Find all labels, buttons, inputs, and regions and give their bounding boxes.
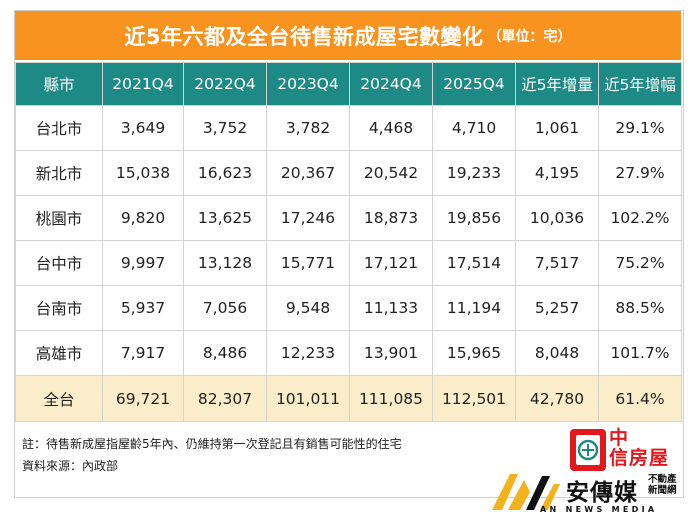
value-cell: 12,233 bbox=[266, 330, 350, 376]
value-cell: 7,517 bbox=[515, 240, 599, 286]
city-cell: 台南市 bbox=[15, 285, 103, 331]
value-cell: 15,965 bbox=[432, 330, 516, 376]
value-cell: 4,195 bbox=[515, 150, 599, 196]
total-value-cell: 42,780 bbox=[515, 375, 599, 422]
table-header-row: 縣市 2021Q4 2022Q4 2023Q4 2024Q4 2025Q4 近5… bbox=[15, 62, 682, 106]
header-cell: 近5年增量 bbox=[515, 62, 599, 106]
an-brand-name: 安傳媒 bbox=[566, 480, 638, 506]
value-cell: 9,997 bbox=[102, 240, 184, 286]
value-cell: 18,873 bbox=[349, 195, 433, 241]
header-cell: 2024Q4 bbox=[349, 62, 433, 106]
total-value-cell: 82,307 bbox=[183, 375, 267, 422]
value-cell: 88.5% bbox=[598, 285, 682, 331]
zhong-xin-logo-icon bbox=[570, 429, 606, 471]
value-cell: 3,752 bbox=[183, 105, 267, 151]
value-cell: 17,246 bbox=[266, 195, 350, 241]
value-cell: 101.7% bbox=[598, 330, 682, 376]
notes: 註：待售新成屋指屋齡5年內、仍維持第一次登記且有銷售可能性的住宅 資料來源：內政… bbox=[22, 433, 402, 477]
value-cell: 16,623 bbox=[183, 150, 267, 196]
city-cell: 高雄市 bbox=[15, 330, 103, 376]
value-cell: 19,233 bbox=[432, 150, 516, 196]
footnote: 註：待售新成屋指屋齡5年內、仍維持第一次登記且有銷售可能性的住宅 bbox=[22, 437, 402, 451]
table-row: 台南市 5,937 7,056 9,548 11,133 11,194 5,25… bbox=[15, 285, 682, 331]
value-cell: 4,710 bbox=[432, 105, 516, 151]
title: 近5年六都及全台待售新成屋宅數變化 bbox=[124, 24, 484, 49]
value-cell: 1,061 bbox=[515, 105, 599, 151]
total-value-cell: 112,501 bbox=[432, 375, 516, 422]
header-cell: 2022Q4 bbox=[183, 62, 267, 106]
total-value-cell: 69,721 bbox=[102, 375, 184, 422]
header-cell: 近5年增幅 bbox=[598, 62, 682, 106]
value-cell: 15,771 bbox=[266, 240, 350, 286]
table-row: 桃園市 9,820 13,625 17,246 18,873 19,856 10… bbox=[15, 195, 682, 241]
total-value-cell: 61.4% bbox=[598, 375, 682, 422]
city-cell: 台中市 bbox=[15, 240, 103, 286]
table-row: 台北市 3,649 3,752 3,782 4,468 4,710 1,061 … bbox=[15, 105, 682, 151]
value-cell: 11,194 bbox=[432, 285, 516, 331]
value-cell: 8,048 bbox=[515, 330, 599, 376]
zhong-xin-brand: 中 信房屋 bbox=[609, 428, 669, 468]
value-cell: 102.2% bbox=[598, 195, 682, 241]
value-cell: 20,367 bbox=[266, 150, 350, 196]
value-cell: 9,820 bbox=[102, 195, 184, 241]
value-cell: 7,917 bbox=[102, 330, 184, 376]
table-row: 新北市 15,038 16,623 20,367 20,542 19,233 4… bbox=[15, 150, 682, 196]
an-news-logo-icon bbox=[492, 474, 560, 510]
an-brand-sub: 不動產 新聞網 bbox=[648, 474, 677, 496]
city-cell: 新北市 bbox=[15, 150, 103, 196]
city-cell: 台北市 bbox=[15, 105, 103, 151]
value-cell: 75.2% bbox=[598, 240, 682, 286]
value-cell: 3,649 bbox=[102, 105, 184, 151]
value-cell: 3,782 bbox=[266, 105, 350, 151]
an-news-media-text: AN NEWS MEDIA bbox=[540, 505, 658, 514]
value-cell: 11,133 bbox=[349, 285, 433, 331]
table-row: 台中市 9,997 13,128 15,771 17,121 17,514 7,… bbox=[15, 240, 682, 286]
header-cell: 2025Q4 bbox=[432, 62, 516, 106]
value-cell: 5,937 bbox=[102, 285, 184, 331]
value-cell: 5,257 bbox=[515, 285, 599, 331]
source-note: 資料來源：內政部 bbox=[22, 459, 119, 473]
value-cell: 7,056 bbox=[183, 285, 267, 331]
header-cell: 2023Q4 bbox=[266, 62, 350, 106]
value-cell: 4,468 bbox=[349, 105, 433, 151]
header-cell: 2021Q4 bbox=[102, 62, 184, 106]
value-cell: 13,128 bbox=[183, 240, 267, 286]
value-cell: 8,486 bbox=[183, 330, 267, 376]
title-unit: （單位：宅） bbox=[487, 28, 572, 45]
value-cell: 13,625 bbox=[183, 195, 267, 241]
value-cell: 13,901 bbox=[349, 330, 433, 376]
brand-line-1: 中 bbox=[609, 427, 629, 449]
an-sub-line-1: 不動產 bbox=[648, 474, 677, 485]
value-cell: 9,548 bbox=[266, 285, 350, 331]
value-cell: 27.9% bbox=[598, 150, 682, 196]
value-cell: 17,121 bbox=[349, 240, 433, 286]
value-cell: 10,036 bbox=[515, 195, 599, 241]
header-cell: 縣市 bbox=[15, 62, 103, 106]
value-cell: 17,514 bbox=[432, 240, 516, 286]
title-bar: 近5年六都及全台待售新成屋宅數變化 （單位：宅） bbox=[15, 11, 681, 60]
total-value-cell: 101,011 bbox=[266, 375, 350, 422]
total-label-cell: 全台 bbox=[15, 375, 103, 422]
brand-line-2: 信房屋 bbox=[609, 447, 670, 469]
city-cell: 桃園市 bbox=[15, 195, 103, 241]
value-cell: 15,038 bbox=[102, 150, 184, 196]
total-value-cell: 111,085 bbox=[349, 375, 433, 422]
value-cell: 29.1% bbox=[598, 105, 682, 151]
an-sub-line-2: 新聞網 bbox=[648, 485, 677, 496]
data-table: 縣市 2021Q4 2022Q4 2023Q4 2024Q4 2025Q4 近5… bbox=[15, 62, 682, 422]
table-total-row: 全台 69,721 82,307 101,011 111,085 112,501… bbox=[15, 375, 682, 422]
value-cell: 19,856 bbox=[432, 195, 516, 241]
value-cell: 20,542 bbox=[349, 150, 433, 196]
table-row: 高雄市 7,917 8,486 12,233 13,901 15,965 8,0… bbox=[15, 330, 682, 376]
